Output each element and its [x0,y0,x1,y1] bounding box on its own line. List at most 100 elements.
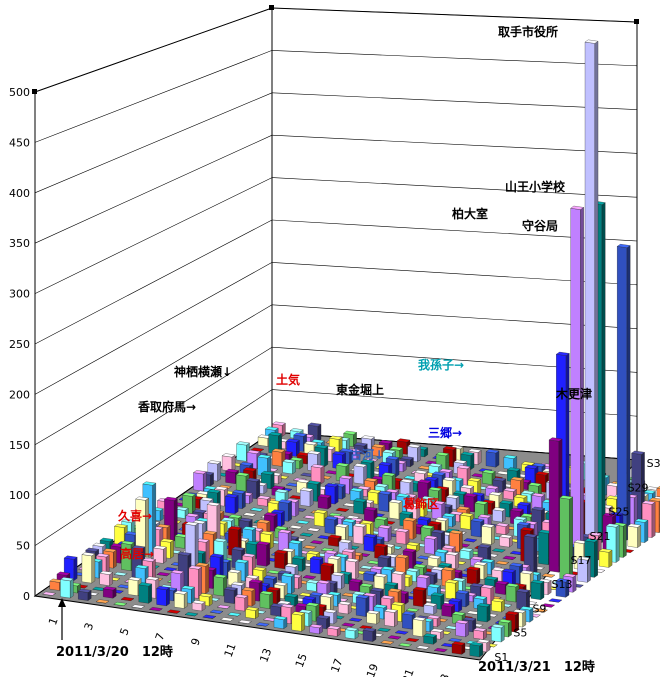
bar-top [286,438,300,443]
bar-top [256,519,271,524]
bar-top [360,459,375,464]
bar-top [516,521,531,526]
bar [310,464,325,485]
corner-marker [32,89,37,94]
bar-top [431,471,446,476]
bar-top [349,487,364,492]
bar-top [412,586,427,591]
annotation-label: 神栖横瀬↓ [174,364,232,379]
bar-side [476,567,481,585]
bar-side [256,479,260,500]
bar [363,506,378,522]
bar-front [423,604,434,615]
bar-top [302,596,317,600]
bar-top [302,575,317,580]
bar-top [420,524,435,529]
bar-side [266,542,270,567]
bar-top [199,497,214,502]
bar-front [538,531,549,565]
bar [335,507,350,512]
bar-top [245,606,259,611]
gridline-side [34,262,273,395]
bar-top [274,549,289,554]
bar-top [310,464,325,469]
bar [299,487,314,507]
bar-front [617,246,628,541]
bar-top [353,442,368,447]
bar-top [264,426,279,431]
bar-top [473,627,487,632]
annotation-label: 古河↓ [350,447,384,462]
bar-top [280,603,295,608]
bar-top [307,422,322,427]
bar [148,607,163,612]
bar [395,528,410,545]
bar-front [362,629,373,642]
bar [384,608,398,627]
bar-top [263,575,278,580]
bar-top [299,487,314,492]
bar-front [355,596,367,617]
bar-front [366,612,377,625]
bar-top [495,522,510,527]
bar-top [242,526,257,531]
bar-side [483,562,488,580]
bar-front [384,610,395,627]
bar-front [259,593,270,609]
bar-side [345,524,349,542]
bar [309,556,324,575]
bar-top [245,574,260,579]
bar-front [320,564,331,582]
bar-front [291,613,302,632]
bar-top [307,450,322,455]
bar-side [148,583,152,604]
bar [423,633,437,645]
bar-top [530,579,545,584]
bar [577,556,591,583]
bar-top [305,602,320,607]
bar-front [495,525,506,535]
bar-top [156,572,171,577]
bar-top [398,642,413,647]
z-tick-label: 150 [9,439,30,452]
bar-top [209,553,224,558]
bar-front [310,558,321,575]
bar-side [355,559,359,580]
start-time-label: 2011/3/20 12時 [56,644,173,660]
bar-side [594,539,598,578]
bar-top [341,548,356,553]
bar-top [584,39,599,44]
bar [344,627,359,640]
bar-front [584,41,595,548]
bar [559,495,574,581]
bar-front [451,643,462,655]
bar [288,525,303,530]
bar-front [492,509,503,523]
bar [548,598,563,603]
series-tick-label: S21 [590,530,611,543]
bar [193,470,207,492]
bar-top [166,609,181,614]
bar-top [441,545,456,550]
bar-top [335,507,350,512]
annotation-label: 高居→ [120,546,154,561]
bar-top [467,477,482,482]
annotation-label: 東金堀上 [336,382,384,397]
annotation-label: 取手市役所 [498,24,558,39]
bar-top [513,494,528,499]
gridline-side [34,92,273,194]
series-tick-label: S29 [628,481,649,494]
bar-top [306,550,321,555]
bar [221,453,236,472]
bar-top [317,494,332,499]
bar [113,571,128,576]
bar-top [456,506,471,511]
bar-top [541,603,556,608]
bar [466,566,481,585]
bar-front [236,474,247,492]
bar-top [488,491,503,496]
bar-top [316,615,331,620]
bar-top [456,465,471,470]
bar-top [460,451,475,456]
bar-side [216,503,221,542]
